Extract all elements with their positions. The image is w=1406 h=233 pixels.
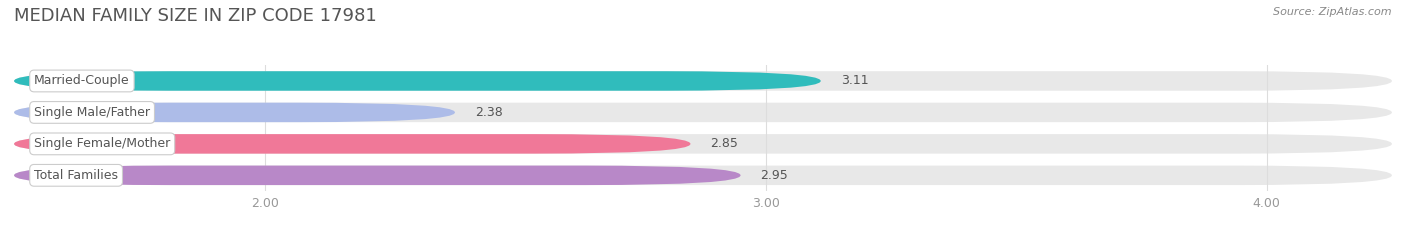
FancyBboxPatch shape [14,134,1392,154]
Text: Total Families: Total Families [34,169,118,182]
Text: MEDIAN FAMILY SIZE IN ZIP CODE 17981: MEDIAN FAMILY SIZE IN ZIP CODE 17981 [14,7,377,25]
FancyBboxPatch shape [14,134,690,154]
Text: Married-Couple: Married-Couple [34,75,129,87]
Text: Single Male/Father: Single Male/Father [34,106,150,119]
Text: 2.95: 2.95 [761,169,789,182]
FancyBboxPatch shape [14,103,456,122]
FancyBboxPatch shape [14,166,1392,185]
Text: 3.11: 3.11 [841,75,869,87]
Text: 2.85: 2.85 [710,137,738,150]
FancyBboxPatch shape [14,71,821,91]
FancyBboxPatch shape [14,71,1392,91]
Text: Single Female/Mother: Single Female/Mother [34,137,170,150]
Text: 2.38: 2.38 [475,106,503,119]
FancyBboxPatch shape [14,166,741,185]
FancyBboxPatch shape [14,103,1392,122]
Text: Source: ZipAtlas.com: Source: ZipAtlas.com [1274,7,1392,17]
